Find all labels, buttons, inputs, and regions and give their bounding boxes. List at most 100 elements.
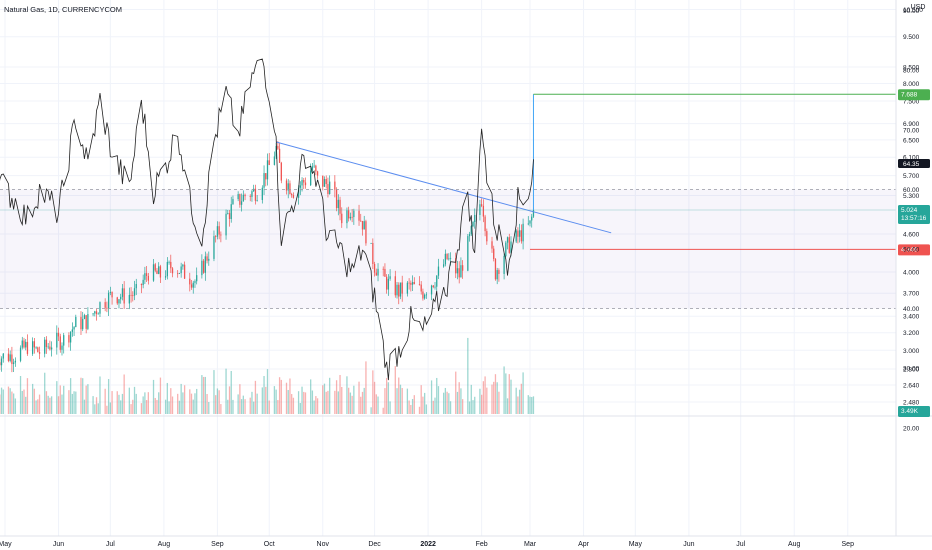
candle-body bbox=[228, 213, 231, 219]
volume-bar bbox=[73, 391, 75, 414]
volume-bar bbox=[228, 386, 231, 414]
candle-body bbox=[329, 181, 331, 195]
volume-bar bbox=[446, 391, 448, 414]
candle-body bbox=[204, 256, 206, 273]
volume-bar bbox=[135, 393, 137, 414]
candle-body bbox=[303, 180, 305, 183]
price-tick-label: 5.300 bbox=[903, 193, 920, 200]
candle-body bbox=[437, 266, 440, 276]
volume-bar bbox=[455, 371, 457, 414]
candle-body bbox=[337, 199, 339, 209]
candle-body bbox=[189, 278, 191, 285]
rsi-axis[interactable]: 90.00 80.00 70.00 64.35 60.00 50.00 40.00 30.00… bbox=[898, 8, 930, 432]
candle-body bbox=[510, 241, 512, 253]
candle-body bbox=[506, 237, 509, 243]
candle-body bbox=[522, 223, 524, 242]
volume-bar bbox=[85, 385, 87, 414]
volume-bar bbox=[425, 404, 428, 414]
volume-bar bbox=[45, 391, 48, 414]
volume-bar bbox=[50, 396, 53, 414]
volume-bar bbox=[310, 379, 312, 414]
volume-bar bbox=[59, 385, 61, 414]
volume-bar bbox=[177, 393, 179, 414]
volume-bar bbox=[278, 377, 281, 414]
candle-body bbox=[292, 195, 295, 198]
candle-body bbox=[251, 191, 253, 197]
volume-tag-bg bbox=[898, 406, 930, 417]
volume-bar bbox=[202, 376, 205, 414]
volume-bar bbox=[49, 397, 51, 414]
volume-bar bbox=[128, 387, 130, 414]
volume-bar bbox=[361, 391, 364, 414]
candle-body bbox=[171, 268, 174, 274]
candle-body bbox=[192, 282, 194, 288]
volume-bar bbox=[413, 395, 415, 414]
volume-bar bbox=[430, 380, 433, 414]
volume-bar bbox=[57, 396, 60, 414]
volume-bar bbox=[382, 407, 384, 414]
volume-bar bbox=[133, 386, 136, 414]
candle-body bbox=[26, 341, 29, 354]
candle-body bbox=[316, 171, 319, 176]
volume-bar bbox=[444, 387, 447, 414]
volume-bar bbox=[401, 388, 403, 414]
volume-bar bbox=[510, 379, 512, 414]
volume-bar bbox=[120, 400, 122, 414]
candle-body bbox=[470, 226, 472, 235]
candle-body bbox=[408, 282, 410, 284]
candle-body bbox=[268, 160, 270, 165]
candle-body bbox=[273, 156, 276, 165]
candle-body bbox=[360, 220, 362, 222]
candle-body bbox=[382, 268, 384, 270]
rsi-tick-label: 40.00 bbox=[903, 306, 920, 313]
price-candles[interactable] bbox=[0, 141, 535, 373]
candle-body bbox=[94, 311, 96, 314]
volume-bar bbox=[365, 361, 367, 414]
candle-body bbox=[430, 285, 433, 295]
volume-bar bbox=[254, 380, 257, 414]
candle-body bbox=[289, 183, 291, 195]
volume-bar bbox=[418, 406, 421, 414]
volume-bar bbox=[130, 404, 132, 414]
candle-body bbox=[49, 346, 51, 350]
candle-body bbox=[82, 318, 84, 330]
candle-body bbox=[83, 315, 86, 319]
volume-bar bbox=[244, 399, 246, 414]
volume-bar bbox=[285, 382, 288, 414]
candle-body bbox=[92, 313, 94, 315]
candle-body bbox=[377, 268, 379, 276]
volume-bar bbox=[410, 404, 412, 414]
volume-bar bbox=[75, 391, 77, 414]
candle-body bbox=[529, 220, 531, 224]
candle-body bbox=[182, 264, 184, 267]
time-tick-label: Jul bbox=[736, 541, 745, 548]
time-tick-label: 2022 bbox=[420, 541, 436, 548]
candle-body bbox=[215, 236, 217, 238]
candle-body bbox=[253, 188, 255, 192]
volume-bar bbox=[2, 389, 4, 414]
volume-bar bbox=[437, 386, 440, 414]
volume-bar bbox=[470, 384, 472, 414]
time-axis[interactable]: May Jun Jul Aug Sep Oct Nov Dec 2022 Feb Mar Apr May… bbox=[0, 541, 854, 548]
candle-body bbox=[147, 275, 149, 281]
volume-bar bbox=[99, 376, 101, 414]
volume-bar bbox=[7, 386, 10, 414]
volume-bar bbox=[339, 374, 341, 414]
drawings-layer[interactable] bbox=[0, 93, 896, 250]
time-tick-label: Oct bbox=[264, 541, 275, 548]
candle-body bbox=[2, 353, 4, 359]
candle-body bbox=[132, 295, 134, 297]
volume-bar bbox=[311, 390, 314, 414]
price-axis[interactable]: 10.500 9.500 8.500 8.000 7.500 6.900 6.500 6.10… bbox=[898, 7, 930, 417]
candle-body bbox=[97, 313, 99, 315]
candle-body bbox=[370, 242, 372, 244]
volume-bar bbox=[170, 388, 172, 414]
volume-bar bbox=[192, 399, 194, 414]
candle-body bbox=[449, 257, 452, 259]
candle-body bbox=[334, 181, 336, 190]
trendline[interactable] bbox=[276, 141, 612, 234]
candle-body bbox=[479, 204, 481, 215]
volume-bar bbox=[12, 393, 15, 414]
price-tick-label: 3.400 bbox=[903, 314, 920, 321]
